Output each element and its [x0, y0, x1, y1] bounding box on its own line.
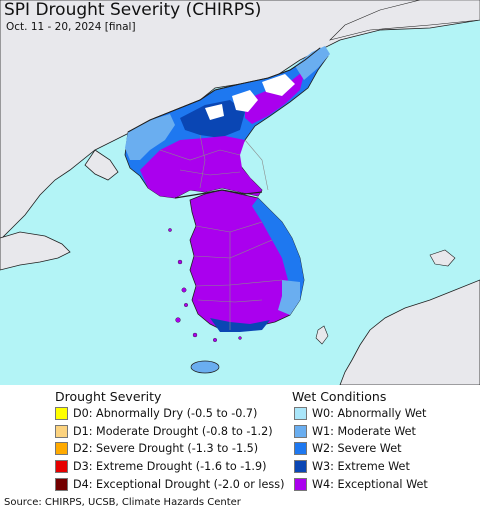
japan-island-north	[429, 249, 456, 267]
drought-legend-title: Drought Severity	[55, 389, 162, 404]
sk-southeast-moderate-wet	[278, 280, 300, 315]
legend-swatch	[55, 460, 68, 474]
nk-exceptional-wet	[140, 136, 262, 198]
legend-label: D3: Extreme Drought (-1.6 to -1.9)	[73, 460, 267, 474]
sk-south-coast-wet	[210, 318, 270, 332]
japan-landmass	[339, 279, 480, 385]
legend-label: W1: Moderate Wet	[312, 424, 416, 438]
legend-item: W3: Extreme Wet	[294, 458, 428, 476]
drought-map	[0, 0, 480, 385]
legend-label: W2: Severe Wet	[312, 442, 402, 456]
legend-label: D4: Exceptional Drought (-2.0 or less)	[73, 477, 285, 491]
legend-swatch	[55, 424, 68, 438]
legend-swatch	[294, 460, 307, 474]
map-subtitle: Oct. 11 - 20, 2024 [final]	[6, 21, 136, 33]
liaodong-peninsula	[84, 149, 119, 181]
wet-legend: W0: Abnormally Wet W1: Moderate Wet W2: Se…	[294, 405, 428, 493]
legend-label: D0: Abnormally Dry (-0.5 to -0.7)	[73, 407, 258, 421]
map-title: SPI Drought Severity (CHIRPS)	[4, 0, 262, 20]
legend-item: D3: Extreme Drought (-1.6 to -1.9)	[55, 458, 284, 476]
legend-label: W3: Extreme Wet	[312, 460, 410, 474]
legend-label: W0: Abnormally Wet	[312, 407, 427, 421]
wet-legend-title: Wet Conditions	[292, 389, 387, 404]
nk-moderate-wet-band	[125, 114, 175, 160]
legend-item: D1: Moderate Drought (-0.8 to -1.2)	[55, 423, 284, 441]
legend-label: D2: Severe Drought (-1.3 to -1.5)	[73, 442, 259, 456]
legend-label: D1: Moderate Drought (-0.8 to -1.2)	[73, 424, 273, 438]
russia-far-east	[329, 0, 480, 41]
legend-swatch	[294, 407, 307, 421]
legend-swatch	[294, 442, 307, 456]
tsushima-island	[315, 325, 329, 345]
legend-item: W4: Exceptional Wet	[294, 475, 428, 493]
nk-ne-coast-wet	[295, 46, 330, 80]
legend-swatch	[55, 407, 68, 421]
legend-item: W1: Moderate Wet	[294, 423, 428, 441]
coastal-islands	[168, 228, 242, 343]
legend-swatch	[294, 477, 307, 491]
legend-item: D4: Exceptional Drought (-2.0 or less)	[55, 475, 284, 493]
admin-borders	[159, 134, 283, 330]
drought-legend: D0: Abnormally Dry (-0.5 to -0.7) D1: Mod…	[55, 405, 284, 493]
legend-swatch	[55, 442, 68, 456]
legend-item: D2: Severe Drought (-1.3 to -1.5)	[55, 440, 284, 458]
legend-swatch	[55, 477, 68, 491]
legend-label: W4: Exceptional Wet	[312, 477, 428, 491]
legend-swatch	[294, 424, 307, 438]
jeju-island	[190, 360, 220, 374]
legend-item: W2: Severe Wet	[294, 440, 428, 458]
legend-item: D0: Abnormally Dry (-0.5 to -0.7)	[55, 405, 284, 423]
nk-china-border	[127, 47, 321, 133]
shandong-peninsula	[0, 231, 71, 271]
dmz-border	[174, 189, 263, 199]
map-area: SPI Drought Severity (CHIRPS) Oct. 11 - …	[0, 0, 480, 385]
nk-no-data-patch	[205, 74, 295, 120]
source-credit: Source: CHIRPS, UCSB, Climate Hazards Ce…	[4, 497, 241, 508]
legend-item: W0: Abnormally Wet	[294, 405, 428, 423]
